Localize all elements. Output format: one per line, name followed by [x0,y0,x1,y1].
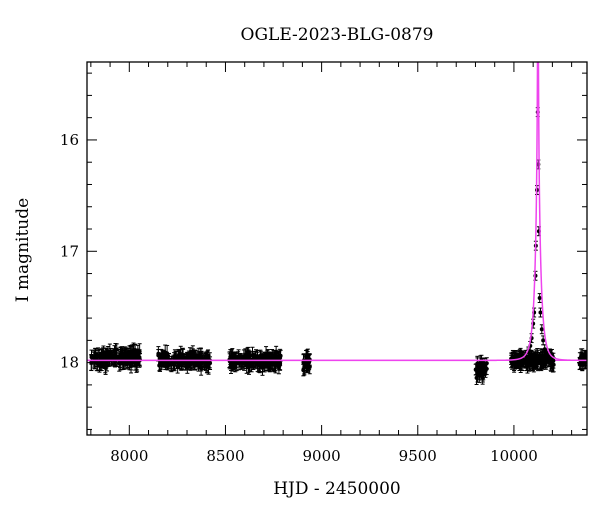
data-point [165,351,170,356]
axis-ticks [87,62,587,435]
data-point [118,351,123,356]
x-tick-label: 8000 [110,447,148,465]
data-point [111,356,116,361]
data-point [541,338,546,343]
y-tick-label: 17 [60,242,79,260]
x-tick-label: 10000 [490,447,538,465]
data-point [538,310,543,315]
data-point [547,358,552,363]
data-point [258,362,263,367]
tick-labels: 8000 8500 9000 9500 10000 16 17 18 [60,131,538,465]
model-curve-layer [87,62,587,362]
x-tick-label: 9500 [399,447,437,465]
data-point [551,358,556,363]
y-tick-label: 18 [60,354,79,372]
data-point [523,359,528,364]
data-point [537,296,542,301]
data-point [156,351,161,356]
model-curve [87,62,587,362]
data-point [475,369,480,374]
data-point [96,353,101,358]
x-tick-label: 9000 [303,447,341,465]
data-point [122,351,127,356]
data-point [302,365,307,370]
data-point [527,360,532,365]
data-point [480,368,485,373]
data-point [510,355,515,360]
data-point [277,360,282,365]
data-point [539,327,544,332]
data-point [271,354,276,359]
chart-title: OGLE-2023-BLG-0879 [241,25,434,45]
plot-frame [86,61,588,436]
data-point [169,362,174,367]
data-point [580,360,585,365]
y-tick-label: 16 [60,131,79,149]
data-point [89,360,94,365]
y-axis-label: I magnitude [13,198,33,302]
data-point [544,351,549,356]
data-point [99,354,104,359]
data-point [108,352,113,357]
data-point [233,355,238,360]
data-point [228,364,233,369]
data-point [539,361,544,366]
x-axis-label: HJD - 2450000 [273,479,401,499]
data-point [117,361,122,366]
x-tick-label: 8500 [206,447,244,465]
data-point [482,364,487,369]
data-point [127,360,132,365]
data-point [193,355,198,360]
data-point [548,361,553,366]
data-points [89,107,587,385]
data-point [131,348,136,353]
data-point [532,357,537,362]
data-point [94,356,99,361]
